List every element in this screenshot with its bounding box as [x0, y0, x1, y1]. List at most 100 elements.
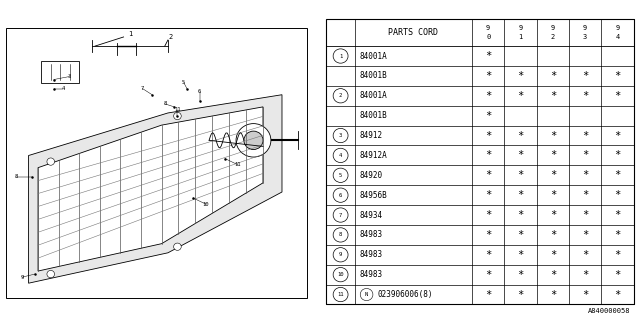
Text: 4: 4: [339, 153, 342, 158]
Text: 4: 4: [615, 34, 620, 40]
Text: 7: 7: [141, 86, 144, 91]
Text: *: *: [614, 170, 621, 180]
Text: *: *: [550, 71, 556, 81]
Text: 2: 2: [551, 34, 555, 40]
Text: *: *: [485, 150, 492, 160]
Text: 3: 3: [68, 74, 71, 79]
Text: 84912A: 84912A: [360, 151, 387, 160]
Text: 8: 8: [163, 101, 166, 106]
Circle shape: [47, 270, 54, 278]
Text: *: *: [550, 91, 556, 101]
Text: *: *: [485, 170, 492, 180]
Text: 8: 8: [339, 232, 342, 237]
Text: *: *: [582, 210, 588, 220]
Text: 11: 11: [337, 292, 344, 297]
Text: *: *: [517, 71, 524, 81]
Text: 11: 11: [174, 108, 180, 112]
Text: *: *: [485, 210, 492, 220]
Text: *: *: [614, 230, 621, 240]
Text: *: *: [582, 290, 588, 300]
Text: 9: 9: [583, 25, 588, 31]
Text: *: *: [550, 210, 556, 220]
Text: 9: 9: [20, 275, 24, 280]
Text: *: *: [485, 230, 492, 240]
Text: 3: 3: [339, 133, 342, 138]
FancyBboxPatch shape: [6, 28, 307, 298]
Text: *: *: [582, 170, 588, 180]
Text: *: *: [517, 290, 524, 300]
Text: A840000058: A840000058: [588, 308, 630, 314]
Text: *: *: [614, 190, 621, 200]
Circle shape: [333, 208, 348, 222]
Text: 84001B: 84001B: [360, 111, 387, 120]
Text: 1: 1: [339, 53, 342, 59]
Circle shape: [333, 168, 348, 182]
Text: 9: 9: [551, 25, 555, 31]
Text: 84934: 84934: [360, 211, 383, 220]
Text: *: *: [485, 270, 492, 280]
Text: *: *: [582, 150, 588, 160]
Circle shape: [333, 287, 348, 302]
Circle shape: [333, 268, 348, 282]
Text: PARTS CORD: PARTS CORD: [388, 28, 438, 37]
Text: *: *: [550, 290, 556, 300]
Text: *: *: [614, 210, 621, 220]
Text: *: *: [582, 71, 588, 81]
Circle shape: [333, 49, 348, 63]
Text: 6: 6: [339, 193, 342, 198]
Text: 9: 9: [486, 25, 490, 31]
Text: *: *: [485, 91, 492, 101]
Text: *: *: [582, 250, 588, 260]
Text: 84920: 84920: [360, 171, 383, 180]
Text: *: *: [550, 150, 556, 160]
Text: 84001A: 84001A: [360, 91, 387, 100]
Text: *: *: [550, 250, 556, 260]
Polygon shape: [29, 95, 282, 283]
Text: *: *: [582, 190, 588, 200]
Text: *: *: [517, 170, 524, 180]
Text: *: *: [485, 131, 492, 140]
Text: *: *: [614, 71, 621, 81]
Circle shape: [47, 158, 54, 165]
Text: 6: 6: [198, 89, 201, 94]
Circle shape: [236, 124, 271, 157]
Text: 84983: 84983: [360, 230, 383, 239]
Text: 2: 2: [339, 93, 342, 98]
Text: *: *: [614, 290, 621, 300]
Text: *: *: [614, 91, 621, 101]
Text: *: *: [550, 270, 556, 280]
Text: *: *: [517, 190, 524, 200]
Text: *: *: [485, 190, 492, 200]
Text: 84983: 84983: [360, 270, 383, 279]
FancyBboxPatch shape: [41, 61, 79, 83]
Text: *: *: [485, 250, 492, 260]
Text: 84001B: 84001B: [360, 71, 387, 80]
Text: *: *: [550, 170, 556, 180]
Circle shape: [333, 128, 348, 143]
Text: *: *: [550, 190, 556, 200]
Text: *: *: [485, 111, 492, 121]
Text: 2: 2: [169, 34, 173, 40]
Text: 1: 1: [128, 31, 132, 37]
Text: *: *: [517, 250, 524, 260]
Text: 8: 8: [14, 174, 17, 179]
Text: *: *: [517, 131, 524, 140]
Text: 5: 5: [339, 173, 342, 178]
Text: *: *: [485, 71, 492, 81]
Circle shape: [333, 188, 348, 202]
Text: *: *: [614, 150, 621, 160]
Circle shape: [173, 243, 181, 250]
Text: 84956B: 84956B: [360, 191, 387, 200]
Text: 84001A: 84001A: [360, 52, 387, 60]
Text: 11: 11: [234, 162, 241, 167]
Text: 10: 10: [203, 202, 209, 207]
Circle shape: [333, 148, 348, 163]
Text: 4: 4: [62, 86, 65, 91]
Circle shape: [360, 288, 373, 300]
Circle shape: [333, 89, 348, 103]
Text: 3: 3: [583, 34, 588, 40]
Text: 9: 9: [615, 25, 620, 31]
Circle shape: [244, 131, 263, 149]
Text: *: *: [517, 210, 524, 220]
Circle shape: [333, 228, 348, 242]
